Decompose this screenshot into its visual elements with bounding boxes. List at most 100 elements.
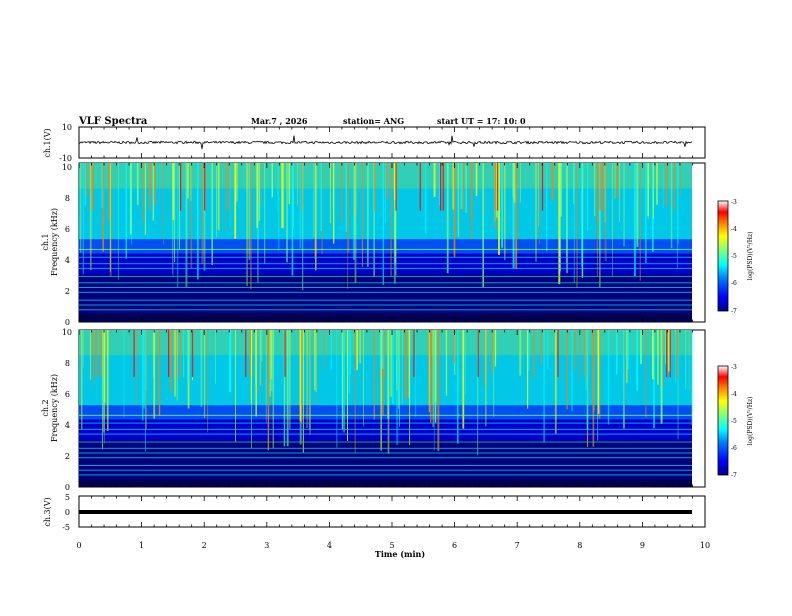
ch2-spec-strong-impulse [245, 330, 247, 378]
ch2-spectrogram-image [79, 330, 693, 487]
ch2-spec-impulse [554, 330, 557, 434]
ch2-spec-narrowband-line [79, 433, 692, 435]
ch1-spec-impulse [211, 163, 213, 265]
ch1-spec-impulse [446, 163, 449, 274]
ch1-spec-impulse [257, 163, 259, 283]
ch1-spec-impulse [190, 163, 192, 202]
ch1-spec-strong-impulse [601, 163, 604, 211]
ch2-spec-narrowband-line [79, 422, 692, 424]
ch1-spec-impulse [587, 163, 589, 231]
ch2-spec-impulse [269, 330, 271, 397]
ch1-spec-impulse [566, 163, 568, 274]
ch1-spec-impulse [297, 163, 298, 206]
ch2-spec-impulse [668, 330, 670, 372]
ch2-spec-impulse [229, 330, 232, 392]
ch2-spec-impulse [566, 330, 568, 410]
ch2-spec-strong-impulse [95, 330, 97, 378]
xtick-7: 7 [515, 541, 520, 550]
ch2-spec-impulse [477, 330, 479, 456]
ch1-spec-impulse [663, 163, 665, 208]
ch1-ytick-top: 10 [62, 123, 72, 132]
ch3-ytick-5: 5 [65, 493, 70, 502]
ch2-spec-impulse [299, 330, 302, 422]
ch1-spec-impulse [264, 163, 266, 265]
ch2-spec-impulse [81, 330, 83, 430]
ch1-spec-impulse [250, 163, 252, 290]
ch2-spec-impulse [200, 330, 203, 407]
ch2-spec-ytick-2: 2 [65, 452, 70, 461]
ch1-spec-impulse [680, 163, 681, 197]
ch2-cbar-tick-minus6: -6 [731, 445, 737, 452]
ch1-spec-impulse [677, 163, 679, 245]
ch1-spec-impulse [299, 163, 302, 249]
ch2-spec-impulse [170, 330, 173, 392]
ch2-spec-impulse [271, 330, 272, 366]
ch2-spec-impulse [349, 330, 352, 374]
ch1-spec-ytick-4: 4 [65, 256, 70, 265]
ch2-spec-impulse [323, 330, 325, 371]
ch2-spec-impulse [691, 330, 693, 425]
ch1-spec-impulse [302, 163, 304, 291]
ch2-spec-impulse [379, 330, 382, 365]
ch2-spec-impulse [176, 330, 178, 401]
ch2-spec-impulse [309, 330, 311, 435]
ch2-cbar-tick-minus5: -5 [731, 418, 737, 425]
ch1-spec-impulse [102, 163, 105, 252]
ch2-spec-strong-impulse [557, 330, 559, 378]
ch2-spec-impulse [465, 330, 466, 395]
ch1-spec-ytick-0: 0 [65, 318, 70, 327]
ch1-spec-strong-impulse [462, 163, 464, 211]
ch2-spec-impulse [623, 330, 625, 428]
ch1-spec-impulse [80, 163, 82, 253]
ch1-spec-narrowband-line [79, 299, 692, 301]
xtick-6: 6 [452, 541, 457, 550]
ch1-spec-impulse [281, 163, 283, 229]
ch1-spec-impulse [201, 163, 204, 264]
ch2-spec-impulse [597, 330, 599, 441]
ch2-spec-strong-impulse [133, 330, 135, 378]
ch1-spec-impulse [101, 163, 103, 208]
ch1-spec-impulse [341, 163, 342, 223]
ch2-spec-impulse [519, 330, 522, 376]
ch1-spec-strong-impulse [497, 163, 499, 211]
ch1-spec-ylabel-channel: ch.1 [41, 233, 50, 250]
ch2-spec-impulse [653, 330, 655, 429]
start-ut-label: start UT = 17: 10: 0 [437, 116, 526, 126]
ch1-spec-impulse [424, 163, 427, 234]
ch1-spec-impulse [433, 163, 436, 197]
ch1-spec-impulse [185, 163, 188, 288]
ch1-spec-strong-impulse [395, 163, 397, 211]
ch2-spec-impulse [579, 330, 581, 381]
ch2-spec-impulse [143, 330, 145, 409]
ch3-waveform-panel: 5 0 -5 ch.3(V) 0 1 2 3 4 5 6 7 8 9 10 Ti… [43, 493, 710, 559]
ch2-cbar-tick-minus4: -4 [731, 391, 737, 398]
ch2-spec-impulse [153, 330, 156, 419]
ch1-spec-impulse [639, 163, 641, 281]
ch1-spec-impulse [82, 163, 84, 275]
ch1-spec-impulse [597, 163, 599, 223]
ch2-spec-impulse [381, 330, 384, 369]
ch1-spec-impulse [503, 163, 505, 235]
ch2-spec-impulse [382, 330, 384, 417]
ch1-spec-impulse [515, 163, 518, 270]
ch1-spec-impulse [229, 163, 231, 228]
ch2-spec-impulse [343, 330, 345, 433]
ch1-spec-impulse [282, 163, 285, 229]
ch2-spec-strong-impulse [284, 330, 286, 378]
ch2-spec-impulse [141, 330, 144, 421]
ch2-spec-impulse [263, 330, 264, 396]
ch1-spec-impulse [348, 163, 350, 253]
ch1-spec-impulse [512, 163, 514, 197]
ch1-cbar-tick-minus4: -4 [731, 226, 737, 233]
ch1-spec-impulse [539, 163, 541, 244]
ch1-spec-impulse [393, 163, 396, 284]
ch1-spec-narrowband-line [79, 267, 692, 269]
ch2-spec-impulse [398, 330, 399, 409]
ch2-spec-impulse [387, 330, 390, 419]
ch1-spec-impulse [345, 163, 347, 232]
ch2-spec-impulse [183, 330, 185, 378]
ch2-spec-strong-impulse [413, 330, 415, 378]
ch1-spec-impulse [573, 163, 575, 283]
ch1-spec-impulse [320, 163, 322, 232]
ch1-spec-impulse [172, 163, 175, 221]
